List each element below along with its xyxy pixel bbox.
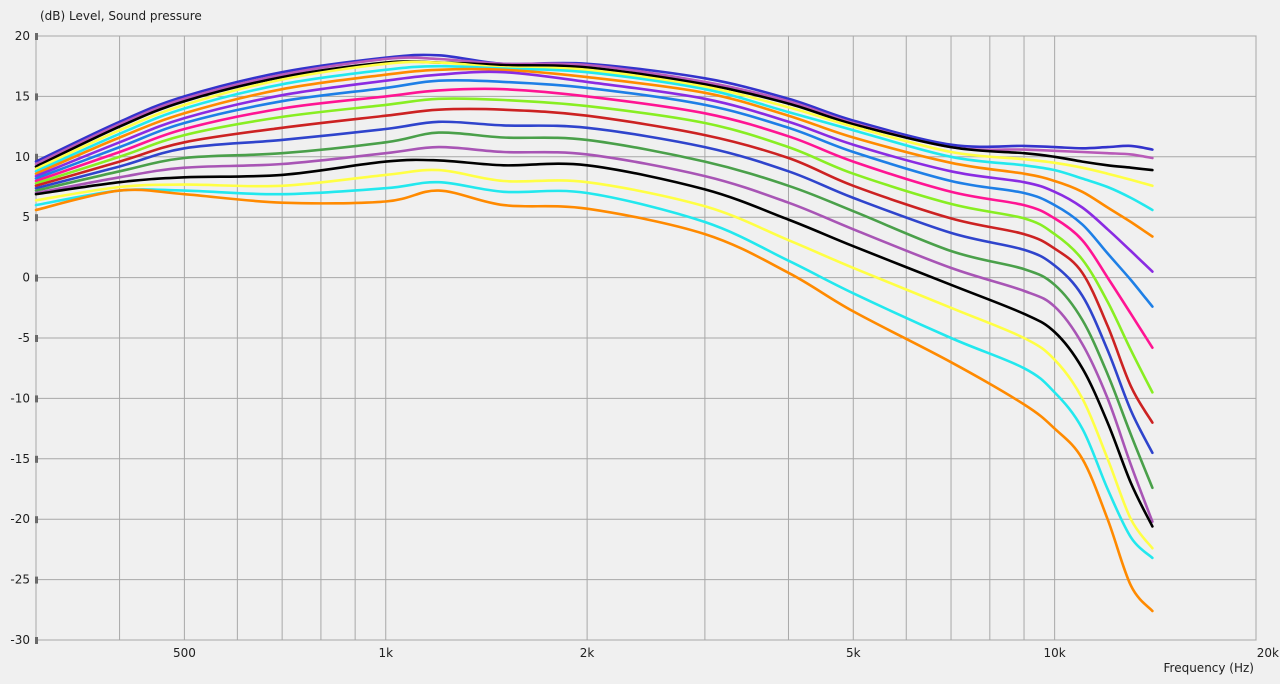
- x-tick-label-3: 5k: [846, 646, 861, 660]
- series-line-12: [34, 131, 1154, 490]
- y-tick-mark-8: [35, 516, 38, 524]
- y-tick-mark-10: [35, 637, 38, 644]
- y-tick-mark-1: [35, 93, 38, 101]
- y-tick-label-3: 5: [22, 210, 30, 224]
- grid-lines: [35, 33, 1257, 644]
- series-line-3: [34, 60, 1154, 188]
- y-tick-label-5: -5: [18, 331, 30, 345]
- x-axis-ticks: 500 1k 2k 5k 10k 20k: [173, 646, 1279, 660]
- series-line-7: [34, 79, 1154, 308]
- series-line-11: [34, 120, 1154, 455]
- y-tick-label-8: -20: [10, 512, 30, 526]
- y-tick-label-9: -25: [10, 573, 30, 587]
- y-tick-mark-6: [35, 395, 38, 403]
- y-tick-mark-9: [35, 576, 38, 584]
- series-line-13: [34, 145, 1154, 523]
- y-tick-label-1: 15: [15, 89, 30, 103]
- y-axis-title: (dB) Level, Sound pressure: [40, 9, 202, 23]
- series-line-6: [34, 70, 1154, 273]
- series-line-9: [34, 97, 1154, 394]
- x-tick-label-0: 500: [173, 646, 196, 660]
- y-tick-mark-2: [35, 153, 38, 161]
- y-tick-mark-3: [35, 214, 38, 222]
- series-line-4: [34, 64, 1154, 212]
- series-line-15: [34, 168, 1154, 550]
- x-tick-label-1: 1k: [378, 646, 393, 660]
- series-line-1: [34, 56, 1154, 166]
- y-tick-mark-0: [35, 33, 38, 40]
- series-line-0: [34, 53, 1154, 163]
- x-tick-label-4: 10k: [1044, 646, 1066, 660]
- x-tick-label-5: 20k: [1257, 646, 1279, 660]
- x-tick-label-2: 2k: [580, 646, 595, 660]
- y-tick-mark-4: [35, 274, 38, 282]
- x-axis-title: Frequency (Hz): [1164, 661, 1255, 675]
- series-line-17: [34, 188, 1154, 613]
- y-tick-label-6: -10: [10, 391, 30, 405]
- series-line-5: [34, 67, 1154, 238]
- y-axis-ticks: 20 15 10 5 0 -5 -10 -15 -20 -25 -30: [10, 29, 30, 647]
- y-tick-label-2: 10: [15, 150, 30, 164]
- y-tick-mark-5: [35, 335, 38, 342]
- y-tick-label-7: -15: [10, 452, 30, 466]
- series-group: [34, 53, 1154, 613]
- series-line-2: [34, 60, 1154, 172]
- series-line-8: [34, 87, 1154, 349]
- series-line-10: [34, 107, 1154, 424]
- series-line-14: [34, 158, 1154, 528]
- y-tick-label-4: 0: [22, 271, 30, 285]
- series-line-16: [34, 180, 1154, 560]
- y-tick-label-0: 20: [15, 29, 30, 43]
- y-tick-mark-7: [35, 455, 38, 463]
- y-tick-label-10: -30: [10, 633, 30, 647]
